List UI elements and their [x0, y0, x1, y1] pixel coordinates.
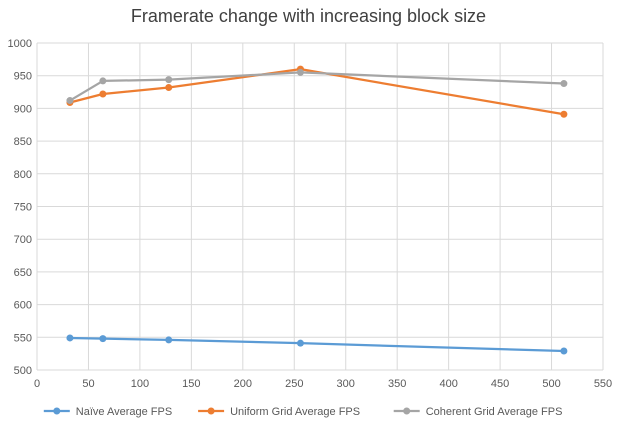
y-tick-label: 600 — [14, 300, 32, 312]
legend-swatch-marker — [53, 407, 61, 415]
chart-title: Framerate change with increasing block s… — [130, 6, 487, 26]
x-tick-label: 100 — [131, 378, 149, 390]
x-tick-label: 350 — [388, 378, 406, 390]
y-tick-label: 800 — [14, 169, 32, 181]
data-point — [560, 80, 568, 88]
y-tick-label: 1000 — [8, 38, 32, 50]
data-point — [66, 97, 74, 105]
y-tick-label: 950 — [14, 71, 32, 83]
y-tick-label: 500 — [14, 365, 32, 377]
legend-swatch-marker — [403, 407, 411, 415]
data-point — [560, 347, 568, 355]
y-tick-label: 750 — [14, 202, 32, 214]
legend-label: Naïve Average FPS — [76, 406, 172, 418]
data-point — [165, 76, 173, 84]
y-tick-label: 900 — [14, 103, 32, 115]
y-tick-label: 650 — [14, 267, 32, 279]
data-point — [99, 90, 107, 98]
y-tick-label: 850 — [14, 136, 32, 148]
x-tick-label: 450 — [491, 378, 509, 390]
y-tick-label: 550 — [14, 332, 32, 344]
data-point — [165, 83, 173, 91]
data-point — [296, 68, 304, 76]
data-point — [99, 335, 107, 343]
x-tick-label: 550 — [594, 378, 612, 390]
x-tick-label: 300 — [337, 378, 355, 390]
x-tick-label: 50 — [82, 378, 94, 390]
legend-label: Uniform Grid Average FPS — [230, 406, 360, 418]
x-tick-label: 250 — [285, 378, 303, 390]
x-tick-label: 400 — [439, 378, 457, 390]
x-tick-label: 150 — [182, 378, 200, 390]
y-tick-label: 700 — [14, 234, 32, 246]
data-point — [99, 77, 107, 85]
data-point — [165, 336, 173, 344]
series-line — [68, 336, 566, 353]
legend-label: Coherent Grid Average FPS — [426, 406, 563, 418]
x-tick-label: 500 — [542, 378, 560, 390]
data-point — [296, 339, 304, 347]
data-point — [66, 334, 74, 342]
data-point — [560, 110, 568, 118]
legend-swatch-marker — [207, 407, 215, 415]
series-line — [68, 71, 566, 102]
x-tick-label: 200 — [234, 378, 252, 390]
x-tick-label: 0 — [34, 378, 40, 390]
